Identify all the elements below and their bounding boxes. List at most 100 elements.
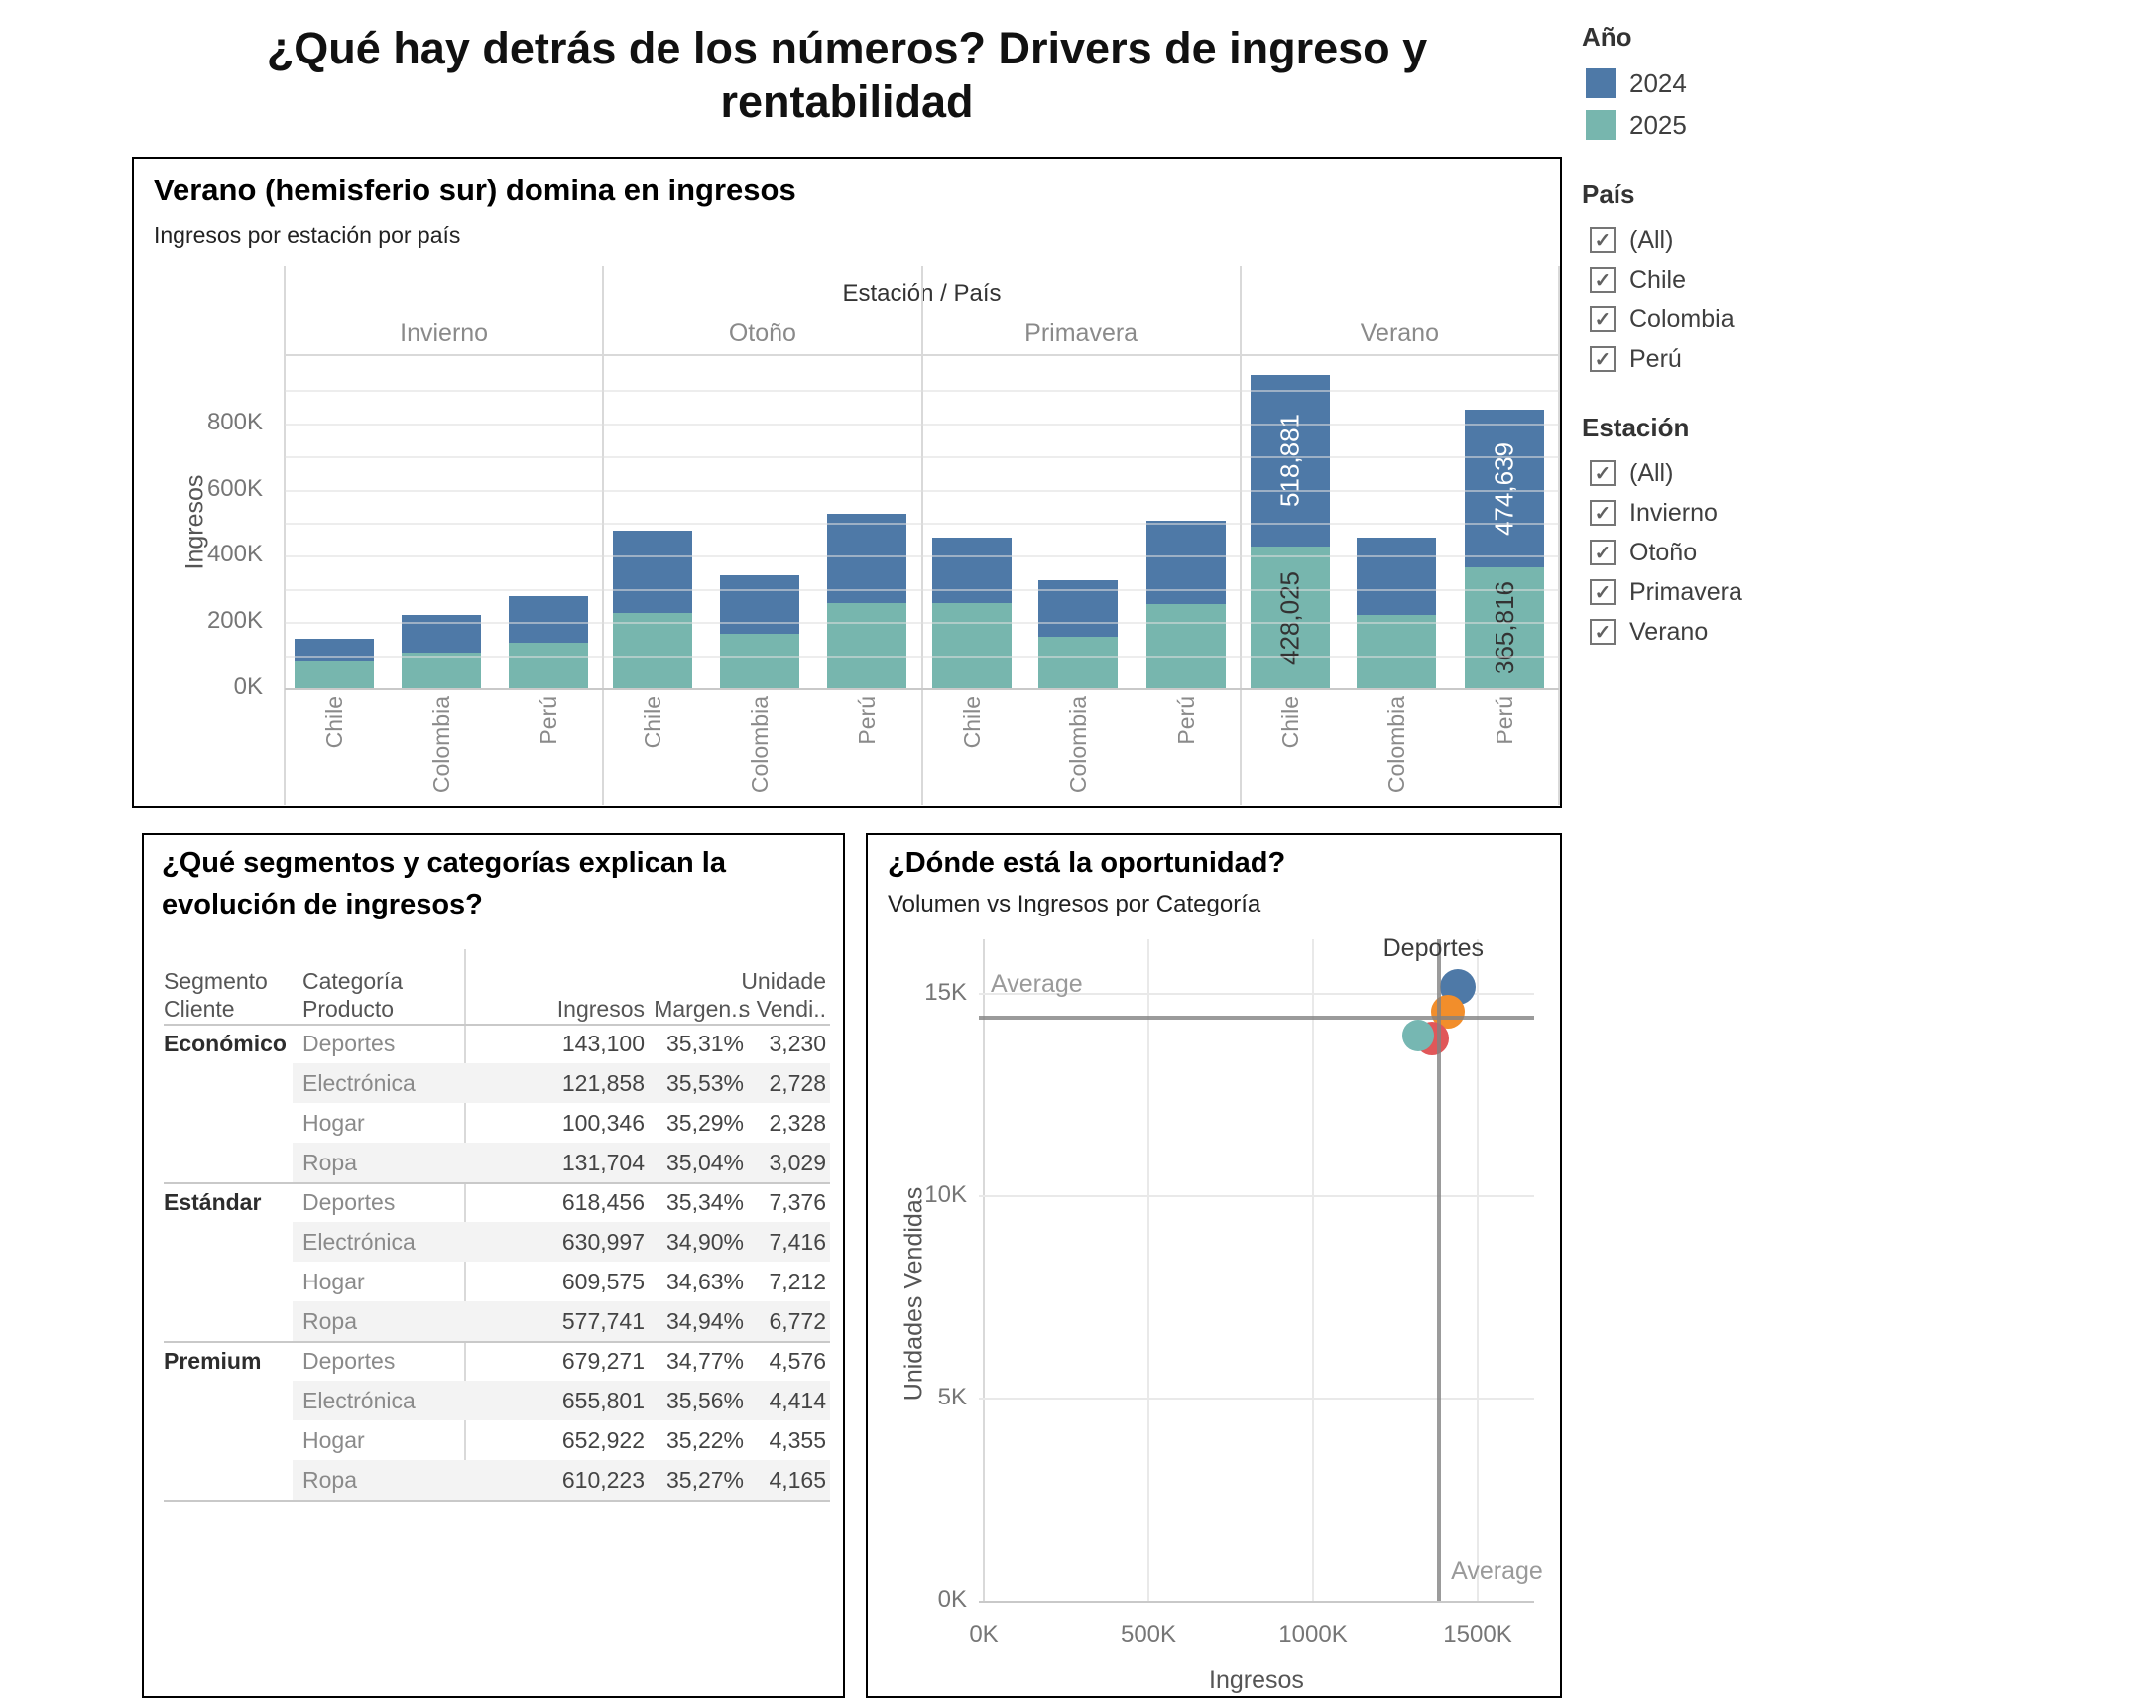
bar-verano-perú-2024[interactable] — [1464, 410, 1544, 567]
bar-otoño-perú-2024[interactable] — [827, 513, 907, 603]
bar-otoño-perú-2025[interactable] — [827, 602, 907, 688]
table-row-estándar-electrónica-categoria[interactable]: Electrónica — [302, 1229, 416, 1255]
bar-primavera-chile-2025[interactable] — [931, 602, 1012, 688]
table-row-económico-hogar-margen[interactable]: 35,29% — [665, 1110, 744, 1136]
filter-option-chile[interactable]: ✓ Chile — [1590, 260, 2137, 300]
checkbox-icon[interactable]: ✓ — [1590, 227, 1616, 253]
filter-option-primavera[interactable]: ✓ Primavera — [1590, 572, 2137, 612]
bar-verano-colombia-2024[interactable] — [1357, 537, 1437, 615]
table-row-económico-deportes-categoria[interactable]: Deportes — [302, 1031, 396, 1056]
table-row-estándar-deportes-unidades[interactable]: 7,376 — [769, 1189, 826, 1215]
bar-primavera-perú-2024[interactable] — [1145, 520, 1226, 604]
table-row-estándar-ropa-margen[interactable]: 34,94% — [665, 1308, 744, 1334]
table-row-premium-electrónica-ingresos[interactable]: 655,801 — [561, 1388, 645, 1413]
bar-verano-chile-2024[interactable] — [1250, 374, 1330, 548]
table-row-económico-hogar-ingresos[interactable]: 100,346 — [561, 1110, 645, 1136]
table-row-económico-deportes-ingresos[interactable]: 143,100 — [561, 1031, 645, 1056]
checkbox-icon[interactable]: ✓ — [1590, 500, 1616, 526]
checkbox-icon[interactable]: ✓ — [1590, 267, 1616, 293]
table-row-económico-electrónica-ingresos[interactable]: 121,858 — [561, 1070, 645, 1096]
table-row-económico-electrónica-unidades[interactable]: 2,728 — [769, 1070, 826, 1096]
table-row-premium-ropa-margen[interactable]: 35,27% — [665, 1467, 744, 1493]
filter-option-invierno[interactable]: ✓ Invierno — [1590, 493, 2137, 533]
checkbox-icon[interactable]: ✓ — [1590, 579, 1616, 605]
filter-option-perú[interactable]: ✓ Perú — [1590, 339, 2137, 379]
bar-invierno-perú-2024[interactable] — [509, 595, 588, 643]
table-row-económico-deportes-margen[interactable]: 35,31% — [665, 1031, 744, 1056]
table-row-premium-deportes-margen[interactable]: 34,77% — [665, 1348, 744, 1374]
table-row-estándar-deportes-categoria[interactable]: Deportes — [302, 1189, 396, 1215]
average-line-vertical[interactable] — [1437, 939, 1442, 1601]
table-row-premium-hogar-unidades[interactable]: 4,355 — [769, 1427, 826, 1453]
table-row-estándar-electrónica-unidades[interactable]: 7,416 — [769, 1229, 826, 1255]
table-row-estándar-hogar-margen[interactable]: 34,63% — [665, 1269, 744, 1294]
bar-verano-colombia-2025[interactable] — [1357, 614, 1437, 688]
table-row-premium-electrónica-margen[interactable]: 35,56% — [665, 1388, 744, 1413]
table-row-estándar-ropa-unidades[interactable]: 6,772 — [769, 1308, 826, 1334]
table-row-premium-ropa-categoria[interactable]: Ropa — [302, 1467, 357, 1493]
checkbox-icon[interactable]: ✓ — [1590, 346, 1616, 372]
table-row-económico-hogar-unidades[interactable]: 2,328 — [769, 1110, 826, 1136]
table-row-estándar-hogar-ingresos[interactable]: 609,575 — [561, 1269, 645, 1294]
table-row-premium-deportes-categoria[interactable]: Deportes — [302, 1348, 396, 1374]
bar-invierno-colombia-2025[interactable] — [401, 652, 481, 688]
table-row-premium-electrónica-unidades[interactable]: 4,414 — [769, 1388, 826, 1413]
table-row-premium-deportes-ingresos[interactable]: 679,271 — [561, 1348, 645, 1374]
table-row-económico-ropa-unidades[interactable]: 3,029 — [769, 1150, 826, 1175]
table-row-premium-hogar-categoria[interactable]: Hogar — [302, 1427, 365, 1453]
table-row-estándar-hogar-categoria[interactable]: Hogar — [302, 1269, 365, 1294]
table-row-estándar-electrónica-margen[interactable]: 34,90% — [665, 1229, 744, 1255]
bar-otoño-chile-2024[interactable] — [613, 531, 693, 613]
scatter-y-tick: 10K — [924, 1181, 967, 1208]
filter-option-otoño[interactable]: ✓ Otoño — [1590, 533, 2137, 572]
bar-otoño-colombia-2025[interactable] — [719, 633, 799, 688]
bar-verano-perú-2025[interactable] — [1464, 566, 1544, 688]
checkbox-icon[interactable]: ✓ — [1590, 306, 1616, 332]
table-row-estándar-ropa-categoria[interactable]: Ropa — [302, 1308, 357, 1334]
filter-option-verano[interactable]: ✓ Verano — [1590, 612, 2137, 652]
checkbox-icon[interactable]: ✓ — [1590, 619, 1616, 645]
bar-verano-chile-2025[interactable] — [1250, 547, 1330, 688]
filter-option-all[interactable]: ✓ (All) — [1590, 220, 2137, 260]
table-row-económico-hogar-categoria[interactable]: Hogar — [302, 1110, 365, 1136]
bar-otoño-colombia-2024[interactable] — [719, 575, 799, 634]
scatter-point-ropa[interactable] — [1402, 1020, 1435, 1052]
scatter-x-tick: 0K — [969, 1621, 999, 1647]
checkbox-icon[interactable]: ✓ — [1590, 540, 1616, 565]
scatter-gridline-h — [979, 1195, 1534, 1197]
table-row-económico-electrónica-margen[interactable]: 35,53% — [665, 1070, 744, 1096]
scatter-gridline-v — [1312, 939, 1314, 1601]
table-row-premium-ropa-unidades[interactable]: 4,165 — [769, 1467, 826, 1493]
table-row-económico-ropa-ingresos[interactable]: 131,704 — [561, 1150, 645, 1175]
checkbox-icon[interactable]: ✓ — [1590, 460, 1616, 486]
legend-item-2024[interactable]: 2024 — [1582, 62, 2137, 104]
table-row-estándar-ropa-ingresos[interactable]: 577,741 — [561, 1308, 645, 1334]
table-row-premium-hogar-ingresos[interactable]: 652,922 — [561, 1427, 645, 1453]
scatter-x-tick: 500K — [1120, 1621, 1177, 1647]
table-row-económico-ropa-categoria[interactable]: Ropa — [302, 1150, 357, 1175]
table-row-estándar-hogar-unidades[interactable]: 7,212 — [769, 1269, 826, 1294]
bar-primavera-colombia-2025[interactable] — [1038, 636, 1118, 688]
table-row-estándar-deportes-margen[interactable]: 35,34% — [665, 1189, 744, 1215]
table-row-económico-electrónica-categoria[interactable]: Electrónica — [302, 1070, 416, 1096]
bar-invierno-perú-2025[interactable] — [509, 642, 588, 688]
average-line-horizontal[interactable] — [979, 1016, 1534, 1021]
table-row-premium-ropa-ingresos[interactable]: 610,223 — [561, 1467, 645, 1493]
table-row-estándar-deportes-ingresos[interactable]: 618,456 — [561, 1189, 645, 1215]
table-row-premium-electrónica-categoria[interactable]: Electrónica — [302, 1388, 416, 1413]
table-row-premium-deportes-unidades[interactable]: 4,576 — [769, 1348, 826, 1374]
bar-primavera-perú-2025[interactable] — [1145, 603, 1226, 688]
filter-option-colombia[interactable]: ✓ Colombia — [1590, 300, 2137, 339]
table-row-económico-deportes-unidades[interactable]: 3,230 — [769, 1031, 826, 1056]
table-row-estándar-electrónica-ingresos[interactable]: 630,997 — [561, 1229, 645, 1255]
bar-invierno-chile-2025[interactable] — [295, 660, 374, 688]
bar-primavera-chile-2024[interactable] — [931, 537, 1012, 603]
bar-gridline — [285, 588, 1559, 591]
bar-invierno-chile-2024[interactable] — [295, 638, 374, 661]
bar-otoño-chile-2025[interactable] — [613, 612, 693, 688]
table-row-premium-hogar-margen[interactable]: 35,22% — [665, 1427, 744, 1453]
legend-item-2025[interactable]: 2025 — [1582, 104, 2137, 146]
table-row-económico-ropa-margen[interactable]: 35,04% — [665, 1150, 744, 1175]
filter-option-all[interactable]: ✓ (All) — [1590, 453, 2137, 493]
bar-invierno-colombia-2024[interactable] — [401, 614, 481, 653]
